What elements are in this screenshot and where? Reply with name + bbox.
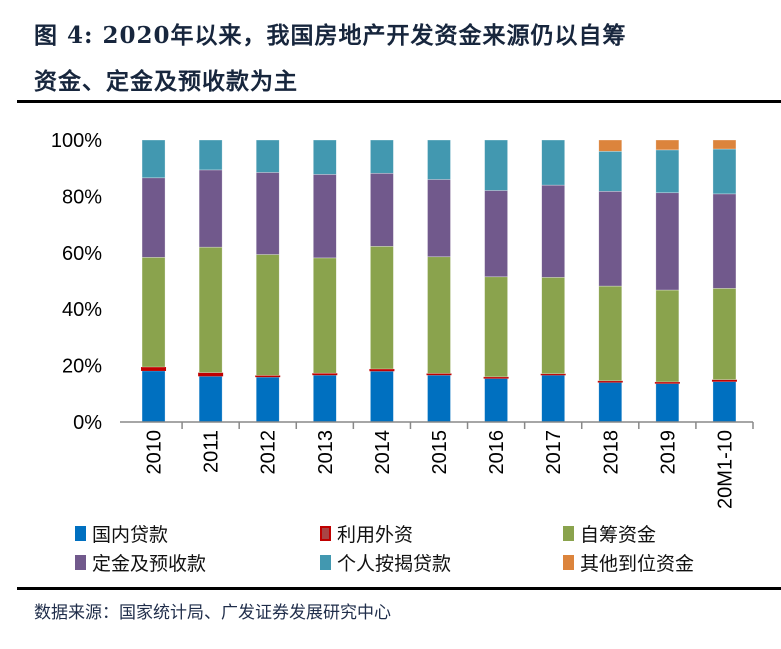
- bar-segment-2017-个人按揭贷款: [541, 139, 565, 186]
- bar-segment-2017-定金及预收款: [541, 184, 565, 278]
- bar-segment-2010-个人按揭贷款: [141, 139, 166, 179]
- x-tick-label: 2011: [201, 430, 223, 473]
- bar-segment-2013-个人按揭贷款: [313, 139, 337, 175]
- bar-segment-2012-国内贷款: [255, 376, 280, 423]
- bar-segment-20M1-10-国内贷款: [712, 381, 737, 423]
- legend-swatch: [320, 526, 331, 541]
- y-tick-label: 100%: [51, 130, 102, 152]
- y-tick-label: 40%: [62, 299, 102, 321]
- bar-segment-2019-国内贷款: [655, 383, 680, 423]
- bar-segment-2012-定金及预收款: [255, 172, 280, 255]
- x-tick-label: 2019: [657, 430, 679, 475]
- bar-segment-20M1-10-其他到位资金: [712, 139, 737, 150]
- bar-segment-2015-定金及预收款: [427, 179, 451, 258]
- x-tick-label: 2012: [258, 430, 280, 475]
- bar-segment-2013-利用外资: [312, 373, 338, 376]
- x-tick-label: 2010: [144, 430, 166, 475]
- bar-segment-2013-国内贷款: [313, 374, 337, 423]
- bar-segment-2010-自筹资金: [141, 257, 166, 368]
- y-tick-label: 20%: [62, 356, 102, 378]
- x-tick-label: 2015: [429, 430, 451, 475]
- bar-segment-2014-自筹资金: [370, 246, 394, 370]
- bar-segment-2018-利用外资: [597, 380, 623, 383]
- x-tick-label: 2014: [372, 430, 394, 475]
- bar-segment-2016-国内贷款: [484, 378, 508, 423]
- legend-item: 国内贷款: [75, 520, 168, 547]
- bar-segment-2011-自筹资金: [198, 246, 223, 373]
- bar-segment-2015-个人按揭贷款: [427, 139, 451, 180]
- bar-segment-2018-自筹资金: [598, 285, 623, 382]
- x-tick-label: 2018: [600, 430, 622, 475]
- bar-segment-2019-利用外资: [654, 381, 680, 384]
- legend-label: 国内贷款: [92, 524, 169, 546]
- legend-swatch: [320, 555, 331, 570]
- bar-segment-2018-定金及预收款: [598, 191, 623, 287]
- bar-segment-2010-利用外资: [141, 367, 167, 371]
- bar-segment-20M1-10-利用外资: [711, 379, 737, 382]
- bar-segment-2016-自筹资金: [484, 276, 508, 378]
- legend-label: 其他到位资金: [580, 553, 695, 575]
- figure-title-line1: 图 4: 2020年以来，我国房地产开发资金来源仍以自筹: [34, 22, 627, 49]
- bar-segment-2015-利用外资: [426, 373, 452, 376]
- bar-segment-2017-国内贷款: [541, 374, 565, 423]
- x-tick-label: 2016: [486, 430, 508, 475]
- bar-segment-2010-定金及预收款: [141, 177, 166, 258]
- bar-segment-2010-国内贷款: [141, 370, 166, 423]
- bar-segment-2018-其他到位资金: [598, 139, 623, 152]
- bar-segment-2011-国内贷款: [198, 376, 223, 423]
- source-divider: [17, 587, 781, 590]
- bar-segment-2014-定金及预收款: [370, 172, 394, 247]
- bar-segment-2015-自筹资金: [427, 256, 451, 374]
- bar-segment-2019-定金及预收款: [655, 192, 680, 291]
- title-divider: [17, 100, 781, 103]
- bar-segment-2011-利用外资: [198, 372, 224, 377]
- stacked-bar-chart: 0% 20% 40% 60% 80% 100% 2010 2011 2012 2013 2014 20…: [51, 130, 754, 509]
- bar-segment-2019-其他到位资金: [655, 139, 680, 151]
- bar-segment-2012-自筹资金: [255, 254, 280, 376]
- source-note: 数据来源：国家统计局、广发证券发展研究中心: [34, 603, 391, 623]
- bar-segment-2017-利用外资: [540, 373, 566, 376]
- bar-segment-20M1-10-自筹资金: [712, 288, 737, 380]
- bar-segment-2016-利用外资: [483, 376, 509, 379]
- figure-title-line2: 资金、定金及预收款为主: [34, 68, 298, 95]
- legend-swatch: [563, 526, 574, 541]
- legend-swatch: [563, 555, 574, 570]
- bar-segment-2018-个人按揭贷款: [598, 150, 623, 192]
- x-tick-label: 20M1-10: [714, 430, 736, 509]
- y-tick-label: 60%: [62, 243, 102, 265]
- legend-item: 利用外资: [320, 520, 413, 547]
- bar-segment-2014-国内贷款: [370, 370, 394, 423]
- bar-segment-20M1-10-个人按揭贷款: [712, 148, 737, 195]
- bar-segment-2013-自筹资金: [313, 257, 337, 374]
- legend-label: 定金及预收款: [92, 553, 207, 575]
- bar-segment-2012-利用外资: [255, 375, 281, 378]
- bar-segment-2016-定金及预收款: [484, 190, 508, 278]
- x-tick-label: 2017: [543, 430, 565, 475]
- bar-segment-2014-利用外资: [369, 368, 395, 372]
- y-tick-label: 0%: [73, 412, 102, 434]
- bar-segment-2011-定金及预收款: [198, 169, 223, 248]
- legend-label: 利用外资: [337, 524, 414, 546]
- bar-segment-2019-个人按揭贷款: [655, 149, 680, 194]
- y-tick-label: 80%: [62, 186, 102, 208]
- legend-swatch: [75, 555, 86, 570]
- legend-item: 其他到位资金: [563, 549, 694, 576]
- legend-item: 个人按揭贷款: [320, 549, 451, 576]
- bar-segment-2017-自筹资金: [541, 277, 565, 375]
- legend-label: 个人按揭贷款: [337, 553, 452, 575]
- x-tick-label: 2013: [315, 430, 337, 475]
- legend-item: 自筹资金: [563, 520, 656, 547]
- bar-segment-2019-自筹资金: [655, 289, 680, 383]
- legend-item: 定金及预收款: [75, 549, 206, 576]
- bar-segment-2015-国内贷款: [427, 374, 451, 423]
- legend-swatch: [75, 526, 86, 541]
- bar-segment-2011-个人按揭贷款: [198, 139, 223, 171]
- legend-label: 自筹资金: [580, 524, 657, 546]
- bar-segment-2013-定金及预收款: [313, 174, 337, 259]
- bar-segment-2012-个人按揭贷款: [255, 139, 280, 173]
- bar-segment-2018-国内贷款: [598, 382, 623, 423]
- bar-segment-2014-个人按揭贷款: [370, 139, 394, 174]
- bar-segment-2016-个人按揭贷款: [484, 139, 508, 191]
- bar-segment-20M1-10-定金及预收款: [712, 193, 737, 289]
